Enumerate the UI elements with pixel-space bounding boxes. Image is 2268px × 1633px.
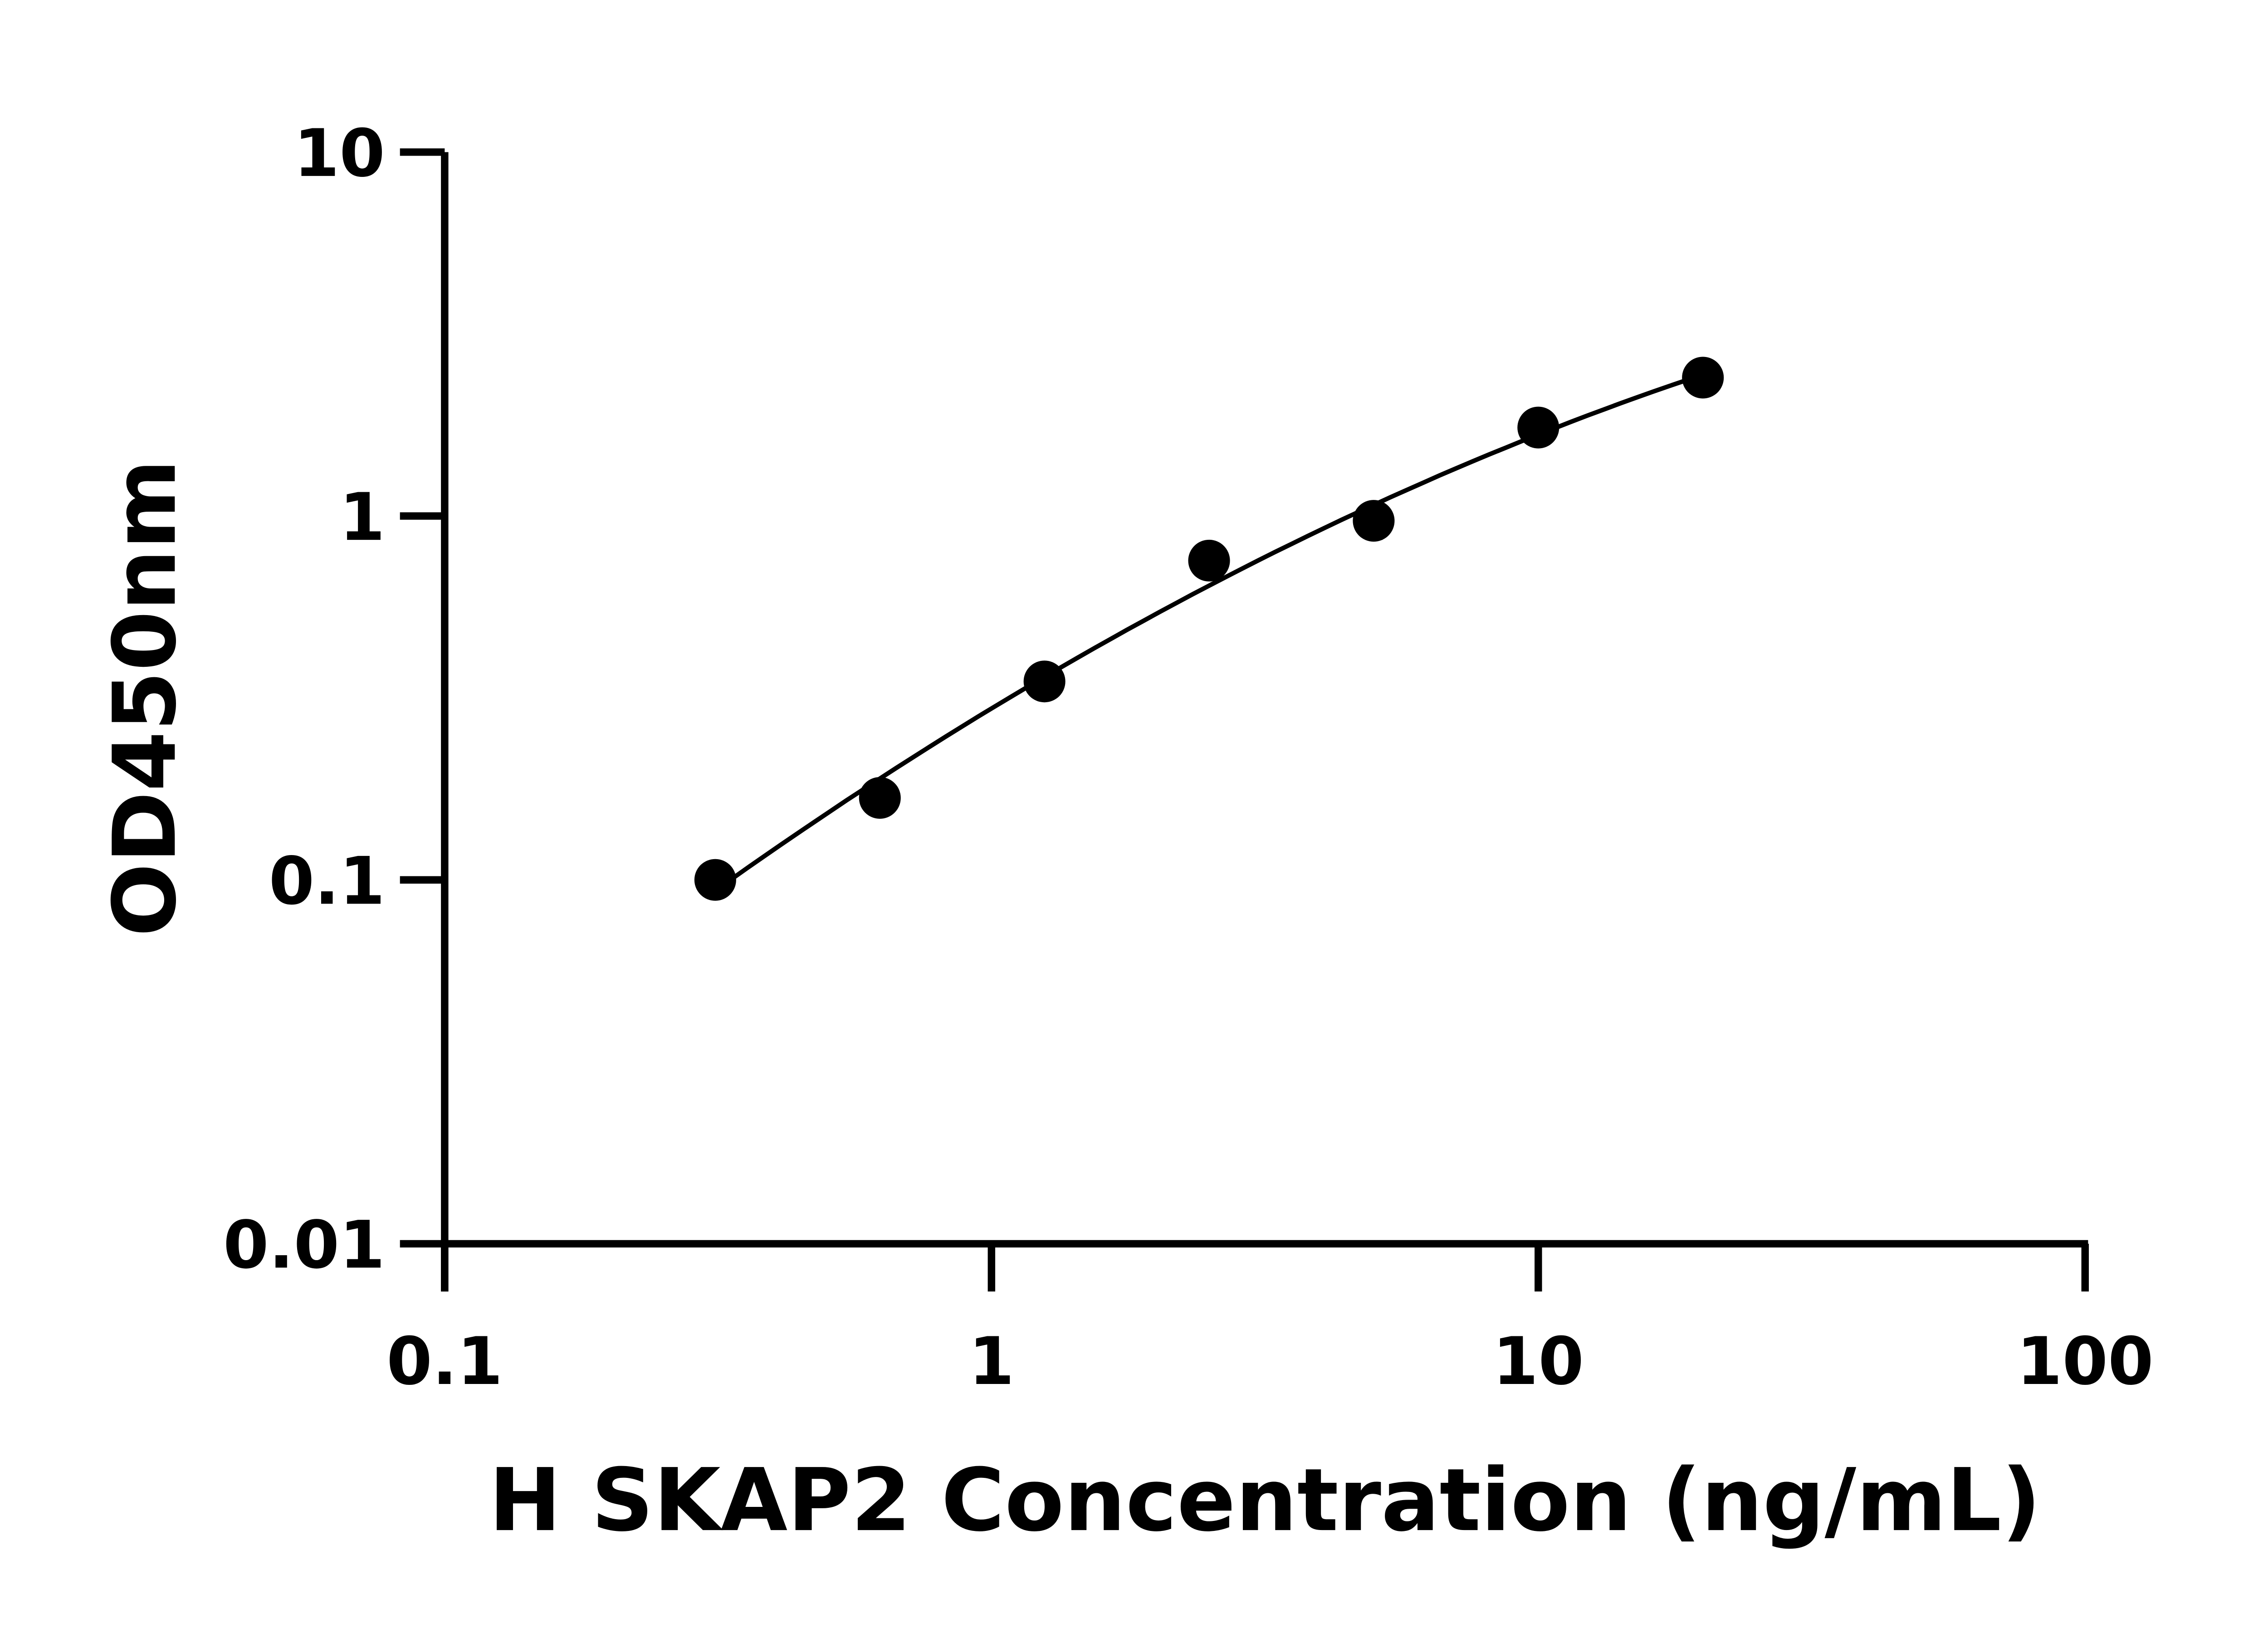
x-tick-label: 10: [1493, 1324, 1584, 1400]
x-tick-label: 100: [2017, 1324, 2154, 1400]
data-point: [1517, 406, 1559, 449]
data-point: [694, 859, 736, 901]
data-points: [694, 357, 1724, 901]
y-tick-label: 10: [294, 116, 385, 192]
x-axis-title: H SKAP2 Concentration (ng/mL): [489, 1450, 2041, 1550]
y-tick-label: 1: [339, 479, 385, 556]
fit-curve: [714, 372, 1704, 893]
data-point: [859, 777, 901, 819]
data-point: [1188, 539, 1230, 582]
x-tick-label: 0.1: [386, 1324, 503, 1400]
y-tick-label: 0.01: [223, 1208, 385, 1284]
data-point: [1353, 500, 1395, 542]
y-tick-label: 0.1: [269, 843, 385, 919]
data-point: [1682, 357, 1724, 399]
data-point: [1023, 660, 1066, 703]
y-axis-title: OD450nm: [94, 459, 195, 937]
x-tick-label: 1: [968, 1324, 1014, 1400]
